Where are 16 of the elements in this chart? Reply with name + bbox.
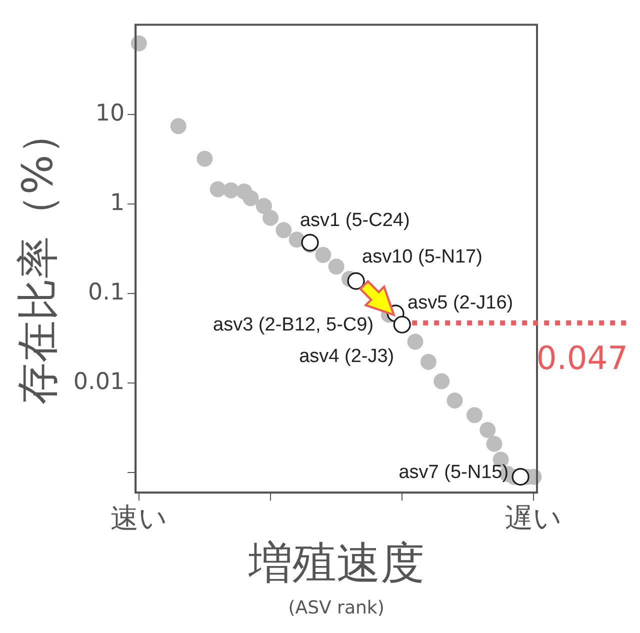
annotation: asv5 (2-J16)	[408, 292, 514, 314]
y-tick-label: 1	[110, 190, 125, 216]
y-tick-label: 0.01	[73, 369, 125, 396]
x-tick-label: 速い	[110, 502, 168, 535]
y-tick-label: 0.1	[88, 280, 125, 306]
x-tick-label: 遅い	[505, 502, 562, 535]
ref-line-label: 0.047	[536, 339, 628, 378]
annotation: asv1 (5-C24)	[300, 210, 410, 231]
annotation: asv4 (2-J3)	[299, 346, 394, 367]
x-axis-title: 増殖速度	[247, 538, 424, 590]
annotation: asv7 (5-N15)	[398, 462, 509, 484]
annotation: asv3 (2-B12, 5-C9)	[213, 314, 374, 336]
y-tick-label: 10	[95, 100, 125, 126]
text: (ASV rank)	[288, 598, 384, 619]
y-axis-title: 存在比率（%）	[13, 112, 62, 405]
annotation: asv10 (5-N17)	[362, 246, 482, 268]
